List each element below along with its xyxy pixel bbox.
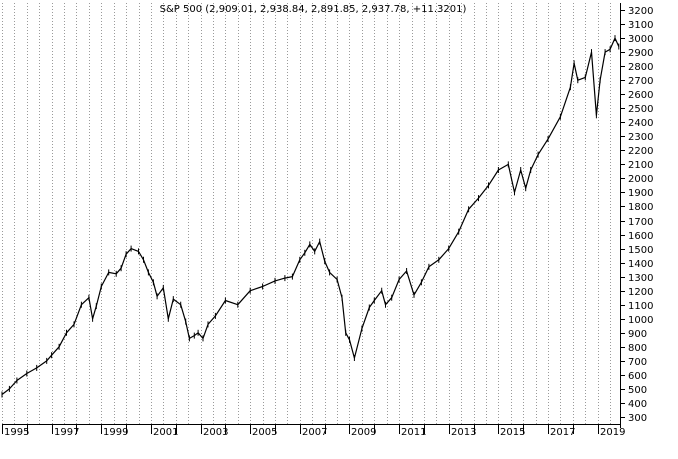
- chart-title: S&P 500 (2,909.01, 2,938.84, 2,891.85, 2…: [160, 4, 467, 15]
- series-line-0: [1, 37, 620, 395]
- y-tick-label: 1900: [628, 188, 653, 199]
- y-tick-label: 2700: [628, 76, 653, 87]
- y-tick-label: 1100: [628, 301, 653, 312]
- x-axis: 1995 1997 1999 2001 2003 2005 2007 2009 2011 2013…: [2, 424, 625, 438]
- plot-area: [1, 35, 620, 398]
- x-tick-label: 2015: [500, 427, 525, 438]
- x-tick-label: 1997: [54, 427, 79, 438]
- y-tick-label: 2400: [628, 118, 653, 129]
- y-tick-label: 1300: [628, 273, 653, 284]
- y-tick-label: 2500: [628, 104, 653, 115]
- y-tick-label: 2600: [628, 90, 653, 101]
- x-tick-label: 2009: [351, 427, 376, 438]
- x-tick-label: 1995: [4, 427, 29, 438]
- y-tick-label: 900: [628, 329, 647, 340]
- y-tick-label: 300: [628, 413, 647, 424]
- y-tick-label: 400: [628, 399, 647, 410]
- y-tick-label: 1700: [628, 217, 653, 228]
- y-tick-label: 2800: [628, 62, 653, 73]
- x-tick-label: 2013: [451, 427, 476, 438]
- y-tick-label: 600: [628, 371, 647, 382]
- y-tick-label: 3100: [628, 20, 653, 31]
- x-tick-label: 2019: [600, 427, 625, 438]
- y-tick-label: 1500: [628, 245, 653, 256]
- x-tick-label: 2003: [203, 427, 228, 438]
- y-tick-label: 2900: [628, 48, 653, 59]
- x-tick-label: 2005: [252, 427, 277, 438]
- y-tick-label: 1000: [628, 315, 653, 326]
- y-tick-label: 1200: [628, 287, 653, 298]
- y-tick-label: 1800: [628, 202, 653, 213]
- x-tick-label: 1999: [103, 427, 128, 438]
- y-tick-label: 2100: [628, 160, 653, 171]
- y-tick-label: 500: [628, 385, 647, 396]
- y-tick-label: 3200: [628, 6, 653, 17]
- y-tick-label: 3000: [628, 34, 653, 45]
- x-tick-label: 2007: [302, 427, 327, 438]
- x-tick-label: 2011: [401, 427, 426, 438]
- y-axis: 300 400 500 600 700 800 900 1000 1100 1200 1300 140…: [620, 3, 653, 428]
- x-tick-label: 2001: [153, 427, 178, 438]
- y-tick-label: 800: [628, 343, 647, 354]
- y-tick-label: 700: [628, 357, 647, 368]
- vertical-gridlines: [2, 3, 611, 424]
- y-tick-label: 1400: [628, 259, 653, 270]
- y-tick-label: 2000: [628, 174, 653, 185]
- y-tick-label: 2300: [628, 132, 653, 143]
- y-tick-label: 2200: [628, 146, 653, 157]
- y-tick-label: 1600: [628, 231, 653, 242]
- x-tick-label: 2017: [550, 427, 575, 438]
